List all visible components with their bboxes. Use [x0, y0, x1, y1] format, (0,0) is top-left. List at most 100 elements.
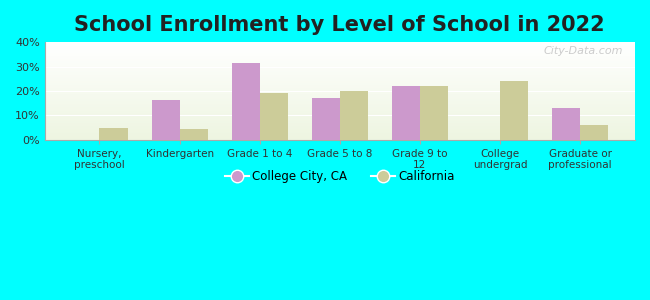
Bar [45, 138, 635, 139]
Bar [45, 96, 635, 97]
Text: City-Data.com: City-Data.com [543, 46, 623, 56]
Bar [260, 93, 288, 140]
Bar [45, 130, 635, 131]
Bar [45, 70, 635, 71]
Bar [45, 67, 635, 68]
Bar [45, 78, 635, 79]
Bar [45, 81, 635, 82]
Bar [45, 91, 635, 92]
Bar [580, 125, 608, 140]
Bar [45, 59, 635, 60]
Bar [45, 49, 635, 50]
Bar [45, 57, 635, 58]
Bar [45, 77, 635, 78]
Bar [45, 122, 635, 123]
Bar [45, 99, 635, 100]
Bar [45, 125, 635, 126]
Bar [45, 61, 635, 62]
Bar [45, 123, 635, 124]
Bar [45, 79, 635, 80]
Bar [45, 48, 635, 49]
Bar [99, 128, 127, 140]
Bar [45, 51, 635, 52]
Bar [392, 86, 420, 140]
Bar [45, 62, 635, 63]
Bar [45, 106, 635, 108]
Bar [45, 120, 635, 121]
Bar [45, 109, 635, 110]
Bar [45, 98, 635, 99]
Bar [179, 129, 207, 140]
Bar [45, 46, 635, 47]
Bar [45, 102, 635, 103]
Bar [45, 124, 635, 125]
Bar [45, 101, 635, 102]
Bar [45, 44, 635, 45]
Bar [552, 108, 580, 140]
Bar [45, 72, 635, 74]
Bar [45, 71, 635, 72]
Bar [340, 91, 368, 140]
Bar [45, 128, 635, 129]
Bar [45, 118, 635, 119]
Title: School Enrollment by Level of School in 2022: School Enrollment by Level of School in … [75, 15, 605, 35]
Bar [45, 86, 635, 87]
Bar [45, 95, 635, 96]
Bar [45, 47, 635, 48]
Bar [45, 90, 635, 91]
Bar [45, 110, 635, 112]
Bar [45, 85, 635, 86]
Bar [45, 134, 635, 135]
Bar [45, 68, 635, 70]
Bar [45, 93, 635, 94]
Bar [45, 87, 635, 88]
Bar [45, 100, 635, 101]
Bar [45, 104, 635, 105]
Bar [45, 88, 635, 89]
Bar [45, 127, 635, 128]
Bar [45, 75, 635, 76]
Bar [45, 121, 635, 122]
Bar [151, 100, 179, 140]
Bar [45, 76, 635, 77]
Bar [45, 45, 635, 46]
Bar [45, 55, 635, 56]
Bar [420, 86, 448, 140]
Bar [45, 74, 635, 75]
Bar [45, 89, 635, 90]
Bar [45, 103, 635, 104]
Bar [312, 98, 340, 140]
Bar [45, 116, 635, 117]
Bar [45, 64, 635, 66]
Bar [45, 105, 635, 106]
Bar [45, 63, 635, 64]
Bar [45, 54, 635, 55]
Bar [45, 131, 635, 132]
Bar [45, 112, 635, 113]
Bar [500, 81, 528, 140]
Bar [45, 56, 635, 57]
Bar [45, 60, 635, 61]
Bar [45, 136, 635, 137]
Bar [45, 119, 635, 120]
Bar [45, 82, 635, 83]
Bar [45, 84, 635, 85]
Bar [45, 117, 635, 118]
Bar [45, 137, 635, 138]
Bar [45, 58, 635, 59]
Bar [45, 129, 635, 130]
Bar [45, 42, 635, 43]
Bar [45, 50, 635, 51]
Bar [45, 113, 635, 114]
Bar [231, 63, 260, 140]
Bar [45, 133, 635, 134]
Bar [45, 126, 635, 127]
Bar [45, 97, 635, 98]
Bar [45, 108, 635, 109]
Bar [45, 43, 635, 44]
Bar [45, 135, 635, 136]
Bar [45, 53, 635, 54]
Bar [45, 52, 635, 53]
Bar [45, 94, 635, 95]
Legend: College City, CA, California: College City, CA, California [220, 165, 459, 188]
